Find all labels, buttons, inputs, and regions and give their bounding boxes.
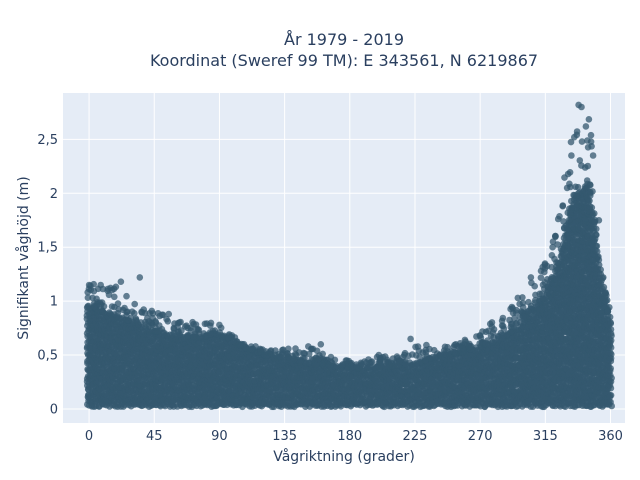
chart-title-line1: År 1979 - 2019 [284, 30, 404, 49]
data-points [83, 101, 615, 411]
chart-title-line2: Koordinat (Sweref 99 TM): E 343561, N 62… [150, 51, 538, 70]
